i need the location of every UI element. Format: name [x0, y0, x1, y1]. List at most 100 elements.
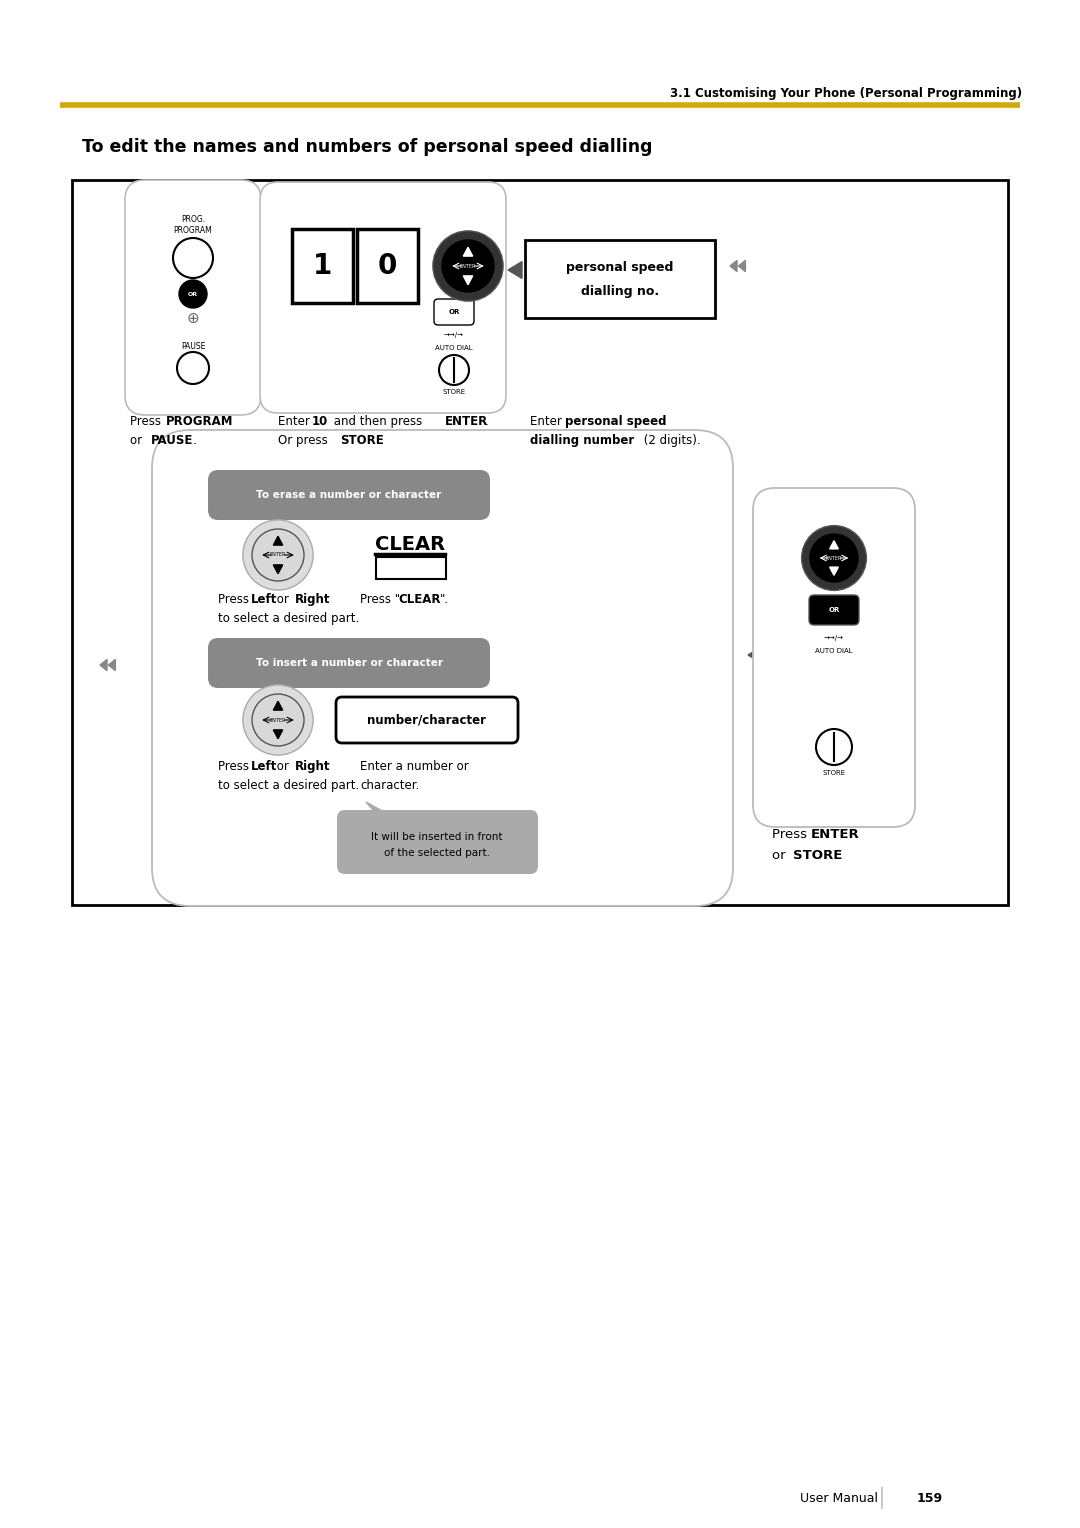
Polygon shape: [273, 536, 283, 545]
Text: →→/→: →→/→: [444, 332, 464, 338]
Text: 159: 159: [917, 1491, 943, 1505]
Polygon shape: [739, 260, 745, 272]
Text: To edit the names and numbers of personal speed dialling: To edit the names and numbers of persona…: [82, 138, 652, 156]
Text: →→/→: →→/→: [824, 636, 843, 642]
Circle shape: [243, 520, 313, 590]
Text: or: or: [273, 593, 293, 607]
Polygon shape: [422, 261, 436, 278]
FancyBboxPatch shape: [152, 429, 733, 906]
Polygon shape: [320, 707, 332, 721]
Text: to select a desired part.: to select a desired part.: [218, 613, 360, 625]
Polygon shape: [273, 701, 283, 711]
Circle shape: [801, 526, 866, 590]
Text: Press: Press: [130, 416, 165, 428]
Text: It will be inserted in front: It will be inserted in front: [372, 833, 503, 842]
Text: PAUSE: PAUSE: [151, 434, 193, 448]
Text: Enter: Enter: [278, 416, 313, 428]
Circle shape: [243, 685, 313, 755]
Polygon shape: [273, 565, 283, 573]
Text: ENTER: ENTER: [460, 263, 476, 269]
Circle shape: [816, 729, 852, 766]
Text: STORE: STORE: [340, 434, 383, 448]
Text: Press: Press: [218, 593, 253, 607]
Text: .: .: [485, 416, 489, 428]
Polygon shape: [320, 542, 332, 556]
Text: .: .: [380, 434, 383, 448]
Text: ENTER: ENTER: [811, 828, 860, 840]
Text: STORE: STORE: [443, 390, 465, 396]
Polygon shape: [508, 261, 522, 278]
Polygon shape: [100, 660, 107, 671]
FancyBboxPatch shape: [125, 180, 261, 416]
FancyBboxPatch shape: [753, 487, 915, 827]
Text: Left: Left: [251, 593, 278, 607]
Text: ENTER: ENTER: [826, 556, 842, 561]
Text: ⊕: ⊕: [187, 310, 200, 325]
FancyBboxPatch shape: [72, 180, 1008, 905]
Text: CLEAR: CLEAR: [399, 593, 441, 607]
FancyBboxPatch shape: [337, 810, 538, 874]
Text: ENTER: ENTER: [270, 718, 286, 723]
Text: number/character: number/character: [367, 714, 486, 726]
Circle shape: [252, 529, 303, 581]
Circle shape: [173, 238, 213, 278]
Text: PROGRAM: PROGRAM: [174, 226, 213, 235]
Text: To insert a number or character: To insert a number or character: [256, 659, 443, 668]
Polygon shape: [748, 646, 762, 663]
Text: Enter: Enter: [530, 416, 566, 428]
Text: Press: Press: [218, 759, 253, 773]
Circle shape: [433, 231, 503, 301]
Text: Press: Press: [772, 828, 811, 840]
Text: or: or: [273, 759, 293, 773]
Text: personal speed: personal speed: [566, 260, 674, 274]
FancyBboxPatch shape: [336, 697, 518, 743]
Text: STORE: STORE: [823, 770, 846, 776]
Polygon shape: [254, 261, 268, 278]
Text: 3.1 Customising Your Phone (Personal Programming): 3.1 Customising Your Phone (Personal Pro…: [670, 87, 1022, 99]
FancyBboxPatch shape: [260, 182, 507, 413]
Circle shape: [810, 533, 858, 582]
Text: OR: OR: [188, 292, 198, 296]
FancyBboxPatch shape: [208, 639, 490, 688]
Text: dialling number: dialling number: [530, 434, 634, 448]
Text: 0: 0: [377, 252, 396, 280]
Text: To erase a number or character: To erase a number or character: [256, 490, 442, 500]
Circle shape: [438, 354, 469, 385]
Text: character.: character.: [360, 779, 419, 792]
Polygon shape: [463, 248, 473, 257]
Text: .: .: [193, 434, 197, 448]
Text: .: .: [835, 850, 839, 862]
Text: OR: OR: [828, 607, 839, 613]
FancyBboxPatch shape: [376, 558, 446, 579]
Text: Or press: Or press: [278, 434, 332, 448]
Circle shape: [252, 694, 303, 746]
Text: ".: ".: [440, 593, 449, 607]
Text: Right: Right: [295, 759, 330, 773]
Text: AUTO DIAL: AUTO DIAL: [435, 345, 473, 351]
FancyBboxPatch shape: [809, 594, 859, 625]
Circle shape: [442, 240, 494, 292]
Circle shape: [177, 351, 210, 384]
Text: ENTER: ENTER: [270, 553, 286, 558]
Text: ENTER: ENTER: [445, 416, 488, 428]
Circle shape: [179, 280, 207, 309]
FancyBboxPatch shape: [292, 229, 353, 303]
Text: OR: OR: [448, 309, 460, 315]
Polygon shape: [829, 567, 838, 575]
Text: User Manual: User Manual: [800, 1491, 878, 1505]
Text: or: or: [130, 434, 146, 448]
Text: 10: 10: [312, 416, 328, 428]
Text: personal speed: personal speed: [565, 416, 666, 428]
Polygon shape: [108, 660, 116, 671]
FancyBboxPatch shape: [525, 240, 715, 318]
Polygon shape: [273, 730, 283, 738]
Polygon shape: [730, 260, 737, 272]
Text: CLEAR: CLEAR: [375, 535, 445, 555]
Text: PAUSE: PAUSE: [180, 342, 205, 351]
Text: dialling no.: dialling no.: [581, 284, 659, 298]
Text: PROG.: PROG.: [181, 215, 205, 225]
Text: (2 digits).: (2 digits).: [640, 434, 701, 448]
Text: Right: Right: [295, 593, 330, 607]
Text: Press ": Press ": [360, 593, 400, 607]
Polygon shape: [463, 277, 473, 284]
